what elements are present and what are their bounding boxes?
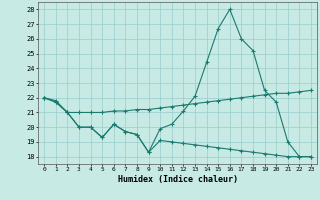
X-axis label: Humidex (Indice chaleur): Humidex (Indice chaleur): [118, 175, 238, 184]
